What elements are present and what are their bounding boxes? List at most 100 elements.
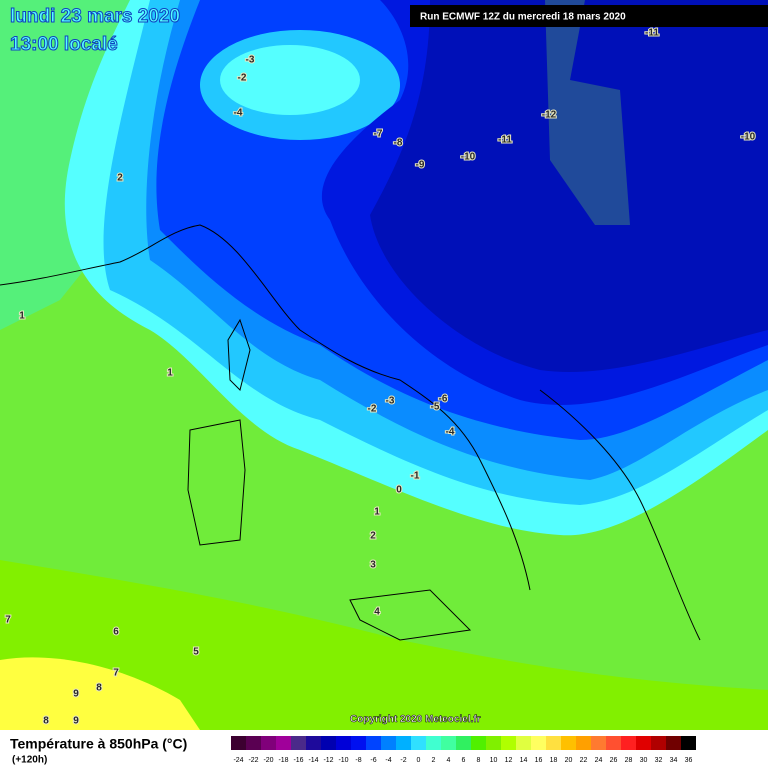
colorbar-swatch (621, 736, 636, 750)
contour-label: 1 (167, 368, 173, 379)
contour-label: 9 (73, 716, 79, 727)
colorbar-label: 0 (417, 757, 421, 764)
colorbar-label: 6 (462, 757, 466, 764)
contour-label: -12 (542, 110, 557, 121)
colorbar-swatch (561, 736, 576, 750)
colorbar-label: 20 (565, 757, 573, 764)
contour-label: -4 (446, 427, 455, 438)
contour-label: 7 (5, 615, 11, 626)
coastline (539, 389, 701, 641)
colorbar-label: -20 (263, 757, 273, 764)
colorbar-swatch (351, 736, 366, 750)
colorbar-swatch (381, 736, 396, 750)
island (349, 589, 472, 641)
colorbar-swatch (576, 736, 591, 750)
colorbar-swatch (366, 736, 381, 750)
colorbar-label: -24 (233, 757, 243, 764)
contour-label: 0 (396, 485, 402, 496)
colorbar-label: -2 (400, 757, 406, 764)
colorbar-swatch (321, 736, 336, 750)
colorbar-swatch (636, 736, 651, 750)
colorbar-swatch (396, 736, 411, 750)
colorbar-label: 30 (640, 757, 648, 764)
contour-label: 1 (374, 507, 380, 518)
temp-zone (0, 560, 768, 730)
contour-label: 7 (113, 668, 119, 679)
colorbar-label: 26 (610, 757, 618, 764)
colorbar-label: 22 (580, 757, 588, 764)
colorbar-label: 4 (447, 757, 451, 764)
coastlines (0, 224, 701, 641)
contour-label: -10 (461, 152, 476, 163)
island (187, 419, 246, 546)
colorbar-label: 10 (490, 757, 498, 764)
contour-labels: -3-2-42-7-8-9-10-11-12-11-1011-2-3-5-6-4… (4, 27, 756, 728)
contour-label: -3 (386, 396, 395, 407)
colorbar-label: 34 (670, 757, 678, 764)
contour-label: -11 (498, 135, 512, 146)
colorbar-label: 32 (655, 757, 663, 764)
contour-label: 9 (73, 689, 79, 700)
colorbar-swatch (471, 736, 486, 750)
colorbar-swatch (486, 736, 501, 750)
contour-label: -9 (416, 160, 425, 171)
colorbar-swatch (681, 736, 696, 750)
coastline (0, 224, 531, 591)
contour-label: -5 (431, 402, 440, 413)
colorbar-swatch (336, 736, 351, 750)
colorbar: -24 -22 -20 -18 -16 -14 -12 -10 -8 -6 -4 -2 0 2 4 6 8 10 1… (231, 736, 696, 764)
contour-label: 2 (117, 173, 123, 184)
colorbar-label: -10 (338, 757, 348, 764)
contour-label: -4 (234, 108, 243, 119)
colorbar-swatch (501, 736, 516, 750)
colorbar-label: 8 (477, 757, 481, 764)
colorbar-swatch (591, 736, 606, 750)
colorbar-swatch (261, 736, 276, 750)
colorbar-label: 36 (685, 757, 693, 764)
colorbar-swatch (651, 736, 666, 750)
island (227, 318, 251, 391)
colorbar-swatch (231, 736, 246, 750)
contour-label: -7 (374, 129, 383, 140)
colorbar-label: 18 (550, 757, 558, 764)
contour-label: -2 (368, 404, 377, 415)
contour-label: 8 (96, 683, 102, 694)
contour-label: -6 (439, 394, 448, 405)
contour-label: 4 (374, 607, 380, 618)
contour-label: 3 (370, 560, 376, 571)
colorbar-label: 24 (595, 757, 603, 764)
date-title: lundi 23 mars 2020 (10, 6, 180, 27)
colorbar-label: 16 (535, 757, 543, 764)
time-title: 13:00 localé (10, 34, 118, 55)
colorbar-label: 28 (625, 757, 633, 764)
colorbar-label: -8 (355, 757, 361, 764)
contour-label: 2 (370, 531, 376, 542)
colorbar-swatch (606, 736, 621, 750)
temp-zone (220, 45, 360, 115)
colorbar-swatch (306, 736, 321, 750)
colorbar-label: -4 (385, 757, 391, 764)
colorbar-swatch (516, 736, 531, 750)
colorbar-label: -6 (370, 757, 376, 764)
run-info: Run ECMWF 12Z du mercredi 18 mars 2020 (420, 12, 626, 23)
temp-zone (545, 0, 630, 225)
colorbar-label: 12 (505, 757, 513, 764)
colorbar-swatch (666, 736, 681, 750)
contour-label: -8 (394, 138, 403, 149)
contour-label: -3 (246, 55, 255, 66)
colorbar-swatch (246, 736, 261, 750)
colorbar-swatch (276, 736, 291, 750)
colorbar-swatch (411, 736, 426, 750)
contour-label: 5 (193, 647, 199, 658)
run-banner (410, 5, 768, 27)
contour-label: -11 (645, 28, 659, 39)
legend-title: Température à 850hPa (°C) (10, 736, 187, 752)
colorbar-label: -16 (293, 757, 303, 764)
colorbar-label: -12 (323, 757, 333, 764)
contour-label: 1 (19, 311, 25, 322)
contour-label: 8 (43, 716, 49, 727)
contour-label: 6 (113, 627, 119, 638)
colorbar-swatch (291, 736, 306, 750)
contour-label: -10 (741, 132, 756, 143)
